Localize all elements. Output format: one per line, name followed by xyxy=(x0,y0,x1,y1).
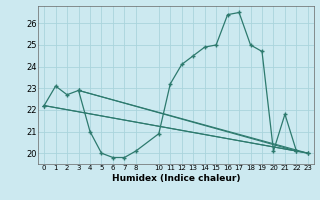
X-axis label: Humidex (Indice chaleur): Humidex (Indice chaleur) xyxy=(112,174,240,183)
